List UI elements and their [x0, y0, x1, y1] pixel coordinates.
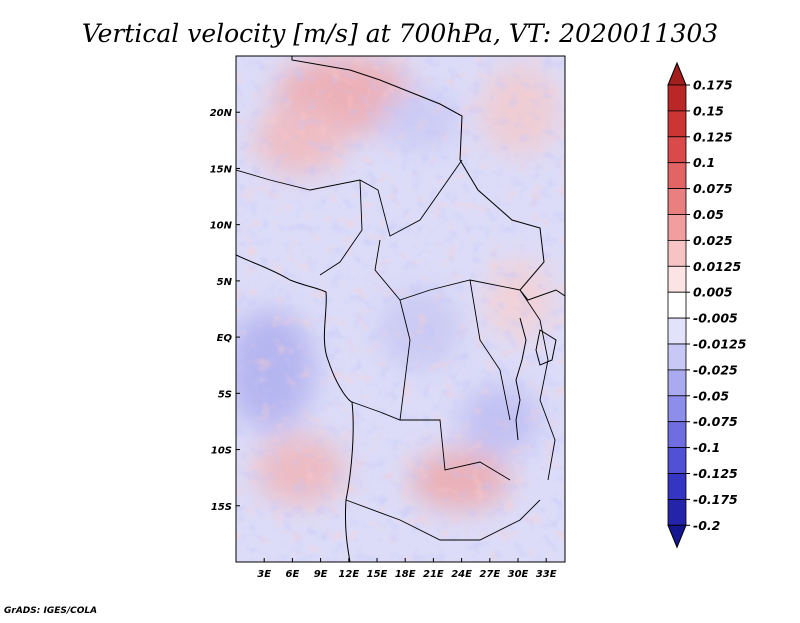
colorbar-segment	[667, 162, 687, 189]
colorbar-label: 0.025	[693, 233, 733, 248]
x-tick-label: 9E	[314, 569, 328, 580]
colorbar-segment	[667, 343, 687, 371]
lake-outlines	[515, 317, 557, 441]
y-tick-label: 5S	[218, 389, 232, 400]
colorbar-segment	[667, 110, 687, 138]
colorbar-segment	[667, 265, 687, 293]
colorbar-segment	[667, 188, 687, 215]
colorbar-label: -0.0125	[693, 337, 747, 352]
x-axis: 3E 6E 9E 12E 15E 18E 21E 24E 27E 30E 33E	[257, 558, 557, 580]
border-lines	[291, 56, 565, 301]
chart-title: Vertical velocity [m/s] at 700hPa, VT: 2…	[82, 19, 718, 48]
y-tick-label: 20N	[210, 108, 233, 119]
colorbar-segment	[667, 447, 687, 474]
colorbar-segment	[667, 395, 687, 423]
colorbar-segment	[667, 473, 687, 500]
x-tick-label: 12E	[338, 569, 359, 580]
colorbar-segment	[667, 136, 687, 164]
coastline	[236, 254, 354, 562]
velocity-field	[236, 56, 565, 562]
colorbar-top-triangle	[667, 61, 687, 86]
colorbar-label: -0.1	[693, 440, 720, 455]
x-tick-label: 27E	[479, 569, 500, 580]
y-tick-label: 10S	[211, 446, 232, 457]
colorbar-label: -0.175	[693, 492, 738, 507]
colorbar-label: -0.025	[693, 362, 738, 377]
y-tick-label: 10N	[210, 221, 233, 232]
colorbar-segment	[667, 317, 687, 345]
colorbar-segment	[667, 291, 687, 319]
y-tick-label: 5N	[217, 277, 233, 288]
colorbar-bottom-triangle	[667, 524, 687, 549]
x-tick-label: 3E	[257, 569, 271, 580]
grads-credit: GrADS: IGES/COLA	[4, 606, 97, 616]
y-tick-label: 15N	[210, 164, 233, 175]
colorbar-label: -0.2	[693, 518, 720, 533]
colorbar-label: -0.05	[693, 388, 729, 403]
x-tick-label: 24E	[451, 569, 472, 580]
colorbar-label: 0.1	[693, 155, 715, 170]
x-tick-label: 6E	[286, 569, 300, 580]
colorbar-label: 0.0125	[693, 259, 742, 274]
map-frame	[235, 55, 566, 563]
colorbar-label: 0.075	[693, 181, 733, 196]
x-tick-label: 30E	[508, 569, 529, 580]
colorbar-label: -0.125	[693, 466, 738, 481]
colorbar-label: -0.005	[693, 311, 738, 326]
country-borders	[236, 159, 556, 541]
colorbar-label: 0.125	[693, 129, 733, 144]
x-tick-label: 21E	[423, 569, 444, 580]
x-tick-label: 33E	[536, 569, 557, 580]
colorbar-label: 0.05	[693, 207, 724, 222]
colorbar-segment	[667, 369, 687, 397]
y-tick-label: EQ	[217, 333, 233, 344]
x-tick-label: 15E	[367, 569, 388, 580]
colorbar-label: 0.175	[693, 78, 733, 93]
y-tick-label: 15S	[211, 502, 232, 513]
colorbar-segment	[667, 239, 687, 267]
x-tick-label: 18E	[395, 569, 416, 580]
colorbar-label: -0.075	[693, 414, 738, 429]
colorbar-segment	[667, 214, 687, 241]
colorbar-label: 0.005	[693, 285, 733, 300]
y-axis: 20N 15N 10N 5N EQ 5S 10S 15S	[210, 108, 240, 513]
colorbar-segment	[667, 421, 687, 449]
colorbar-label: 0.15	[693, 103, 724, 118]
colorbar-segment	[667, 498, 687, 526]
colorbar-segment	[667, 84, 687, 112]
colorbar: 0.175 0.15 0.125 0.1 0.075 0.05 0.025 0.0125 0.0…	[667, 61, 747, 549]
